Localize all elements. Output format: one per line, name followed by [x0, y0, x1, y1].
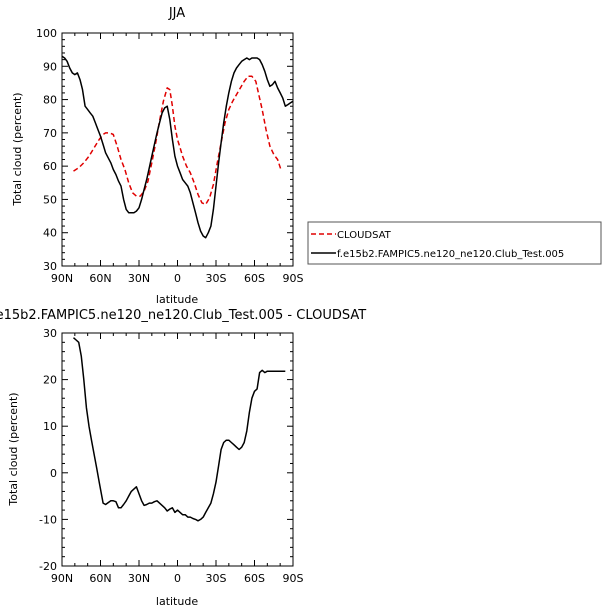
- top-title: JJA: [168, 6, 185, 21]
- top-xtick-label: 90N: [51, 272, 73, 285]
- top-xtick-label: 30S: [206, 272, 227, 285]
- top-xtick-label: 60S: [244, 272, 265, 285]
- top-xtick-label: 0: [174, 272, 181, 285]
- bottom-title: f.e15b2.FAMPIC5.ne120_ne120.Club_Test.00…: [0, 308, 366, 323]
- top-ticks: 90N 60N 30N 0 30S 60S 90S 30 40 50 60 70 80 90 100: [36, 27, 304, 285]
- bottom-panel: f.e15b2.FAMPIC5.ne120_ne120.Club_Test.00…: [0, 308, 366, 608]
- bottom-ytick-label: -10: [39, 513, 57, 526]
- top-ytick-label: 90: [43, 60, 57, 73]
- bottom-xtick-label: 90S: [283, 572, 304, 585]
- bottom-xtick-label: 90N: [51, 572, 73, 585]
- legend-label-model: f.e15b2.FAMPIC5.ne120_ne120.Club_Test.00…: [337, 249, 564, 260]
- legend-label-cloudsat: CLOUDSAT: [337, 230, 392, 241]
- bottom-xlabel: latitude: [156, 595, 198, 608]
- bottom-ytick-label: 10: [43, 420, 57, 433]
- legend-box: [307, 221, 602, 265]
- bottom-xtick-label: 30N: [128, 572, 150, 585]
- top-ytick-label: 60: [43, 160, 57, 173]
- top-ytick-label: 70: [43, 127, 57, 140]
- top-xlabel: latitude: [156, 293, 198, 306]
- bottom-series: [73, 337, 286, 522]
- top-ytick-label: 50: [43, 193, 57, 206]
- bottom-ytick-label: 30: [43, 327, 57, 340]
- bottom-series-line-0: [73, 337, 286, 522]
- top-ylabel: Total cloud (percent): [11, 92, 24, 206]
- top-xtick-label: 60N: [89, 272, 111, 285]
- bottom-ylabel: Total cloud (percent): [7, 392, 20, 506]
- top-ytick-label: 100: [36, 27, 57, 40]
- top-plot-frame: [61, 32, 294, 267]
- legend: CLOUDSAT f.e15b2.FAMPIC5.ne120_ne120.Clu…: [307, 221, 602, 265]
- bottom-plot-frame: [61, 332, 294, 567]
- top-xtick-label: 30N: [128, 272, 150, 285]
- top-ytick-label: 80: [43, 94, 57, 107]
- bottom-xtick-label: 30S: [206, 572, 227, 585]
- top-ytick-label: 40: [43, 227, 57, 240]
- bottom-ytick-label: 0: [50, 467, 57, 480]
- bottom-ytick-label: 20: [43, 374, 57, 387]
- bottom-xtick-label: 60S: [244, 572, 265, 585]
- top-ytick-label: 30: [43, 260, 57, 273]
- bottom-ytick-label: -20: [39, 560, 57, 573]
- top-panel: JJA 90N 60N 30N 0 30S 60S 90S 30 40 50 60 70 80 90 100…: [11, 6, 304, 306]
- top-series-line-1: [61, 55, 294, 239]
- bottom-xtick-label: 0: [174, 572, 181, 585]
- top-series: [61, 55, 294, 239]
- bottom-xtick-label: 60N: [89, 572, 111, 585]
- top-xtick-label: 90S: [283, 272, 304, 285]
- top-series-line-0: [73, 75, 283, 206]
- bottom-ticks: 90N 60N 30N 0 30S 60S 90S -20 -10 0 10 20 30: [39, 327, 303, 585]
